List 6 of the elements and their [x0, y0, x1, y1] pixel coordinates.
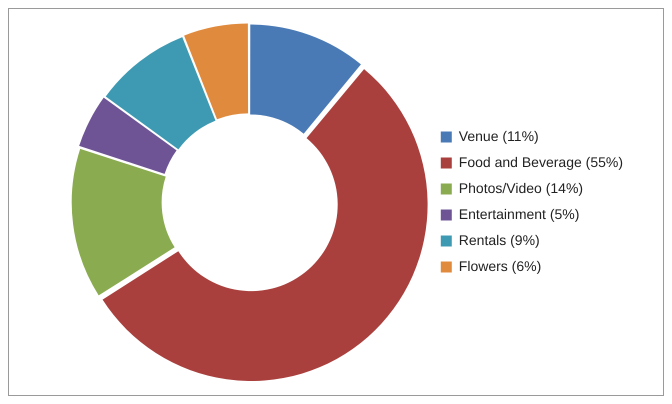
- legend-label: Food and Beverage (55%): [458, 154, 624, 170]
- legend-label: Rentals (9%): [458, 232, 540, 248]
- legend-label: Entertainment (5%): [458, 206, 580, 222]
- legend-label: Photos/Video (14%): [458, 180, 584, 196]
- legend-label: Flowers (6%): [458, 258, 542, 274]
- legend-label: Venue (11%): [458, 128, 539, 144]
